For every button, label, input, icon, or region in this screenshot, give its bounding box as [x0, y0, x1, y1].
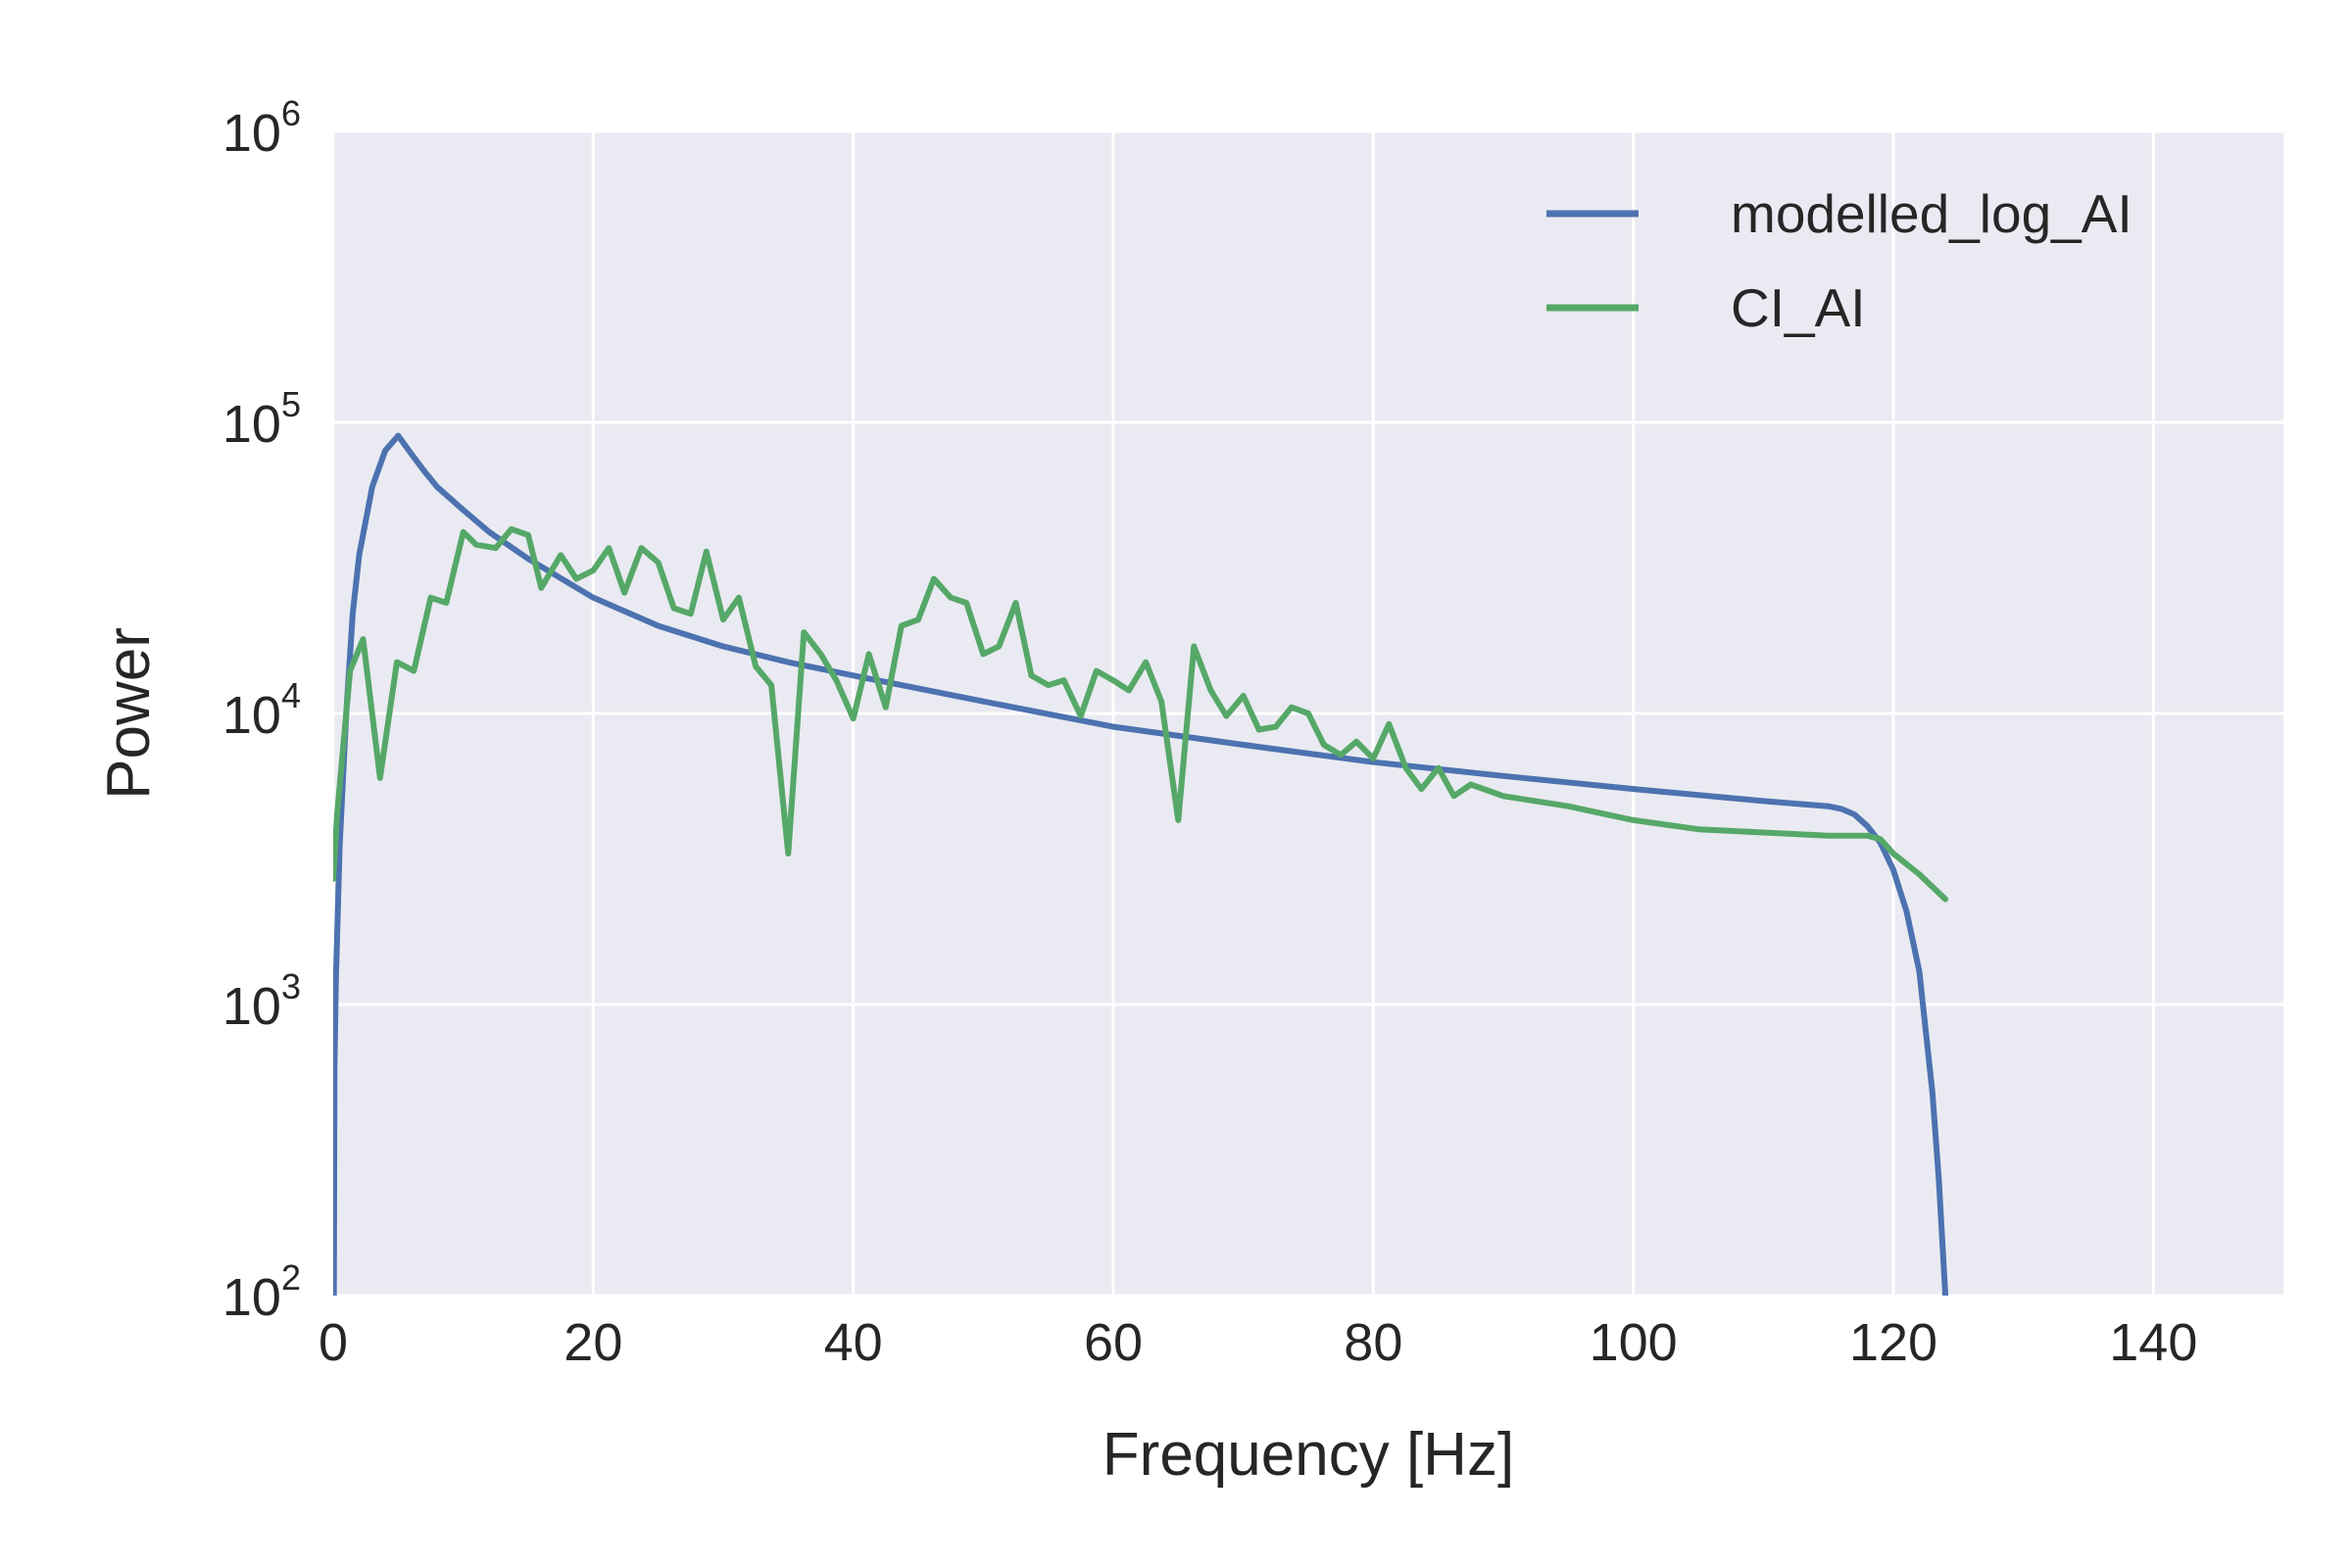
x-tick-label: 60 — [1084, 1313, 1143, 1372]
y-tick-label: 102 — [222, 1257, 301, 1327]
x-tick-label: 0 — [318, 1313, 348, 1372]
x-tick-labels: 0 20 40 60 80 100 120 140 — [318, 1313, 2197, 1372]
legend: modelled_log_AI CI_AI — [1546, 183, 2132, 338]
y-tick-label: 105 — [222, 384, 301, 454]
legend-label: modelled_log_AI — [1731, 183, 2132, 244]
x-tick-label: 100 — [1590, 1313, 1678, 1372]
y-axis-label: Power — [95, 627, 163, 800]
x-axis-label: Frequency [Hz] — [1102, 1421, 1514, 1489]
x-tick-label: 80 — [1344, 1313, 1402, 1372]
x-tick-label: 140 — [2109, 1313, 2197, 1372]
y-tick-label: 104 — [222, 675, 301, 745]
x-tick-label: 20 — [564, 1313, 622, 1372]
y-tick-label: 103 — [222, 966, 301, 1036]
y-tick-labels: 102 103 104 105 106 — [222, 93, 301, 1327]
x-tick-label: 40 — [824, 1313, 883, 1372]
x-tick-label: 120 — [1849, 1313, 1937, 1372]
y-tick-label: 106 — [222, 93, 301, 163]
legend-label: CI_AI — [1731, 277, 1866, 338]
series-line-ci-ai — [333, 525, 1949, 903]
series-layer — [333, 432, 1949, 1296]
